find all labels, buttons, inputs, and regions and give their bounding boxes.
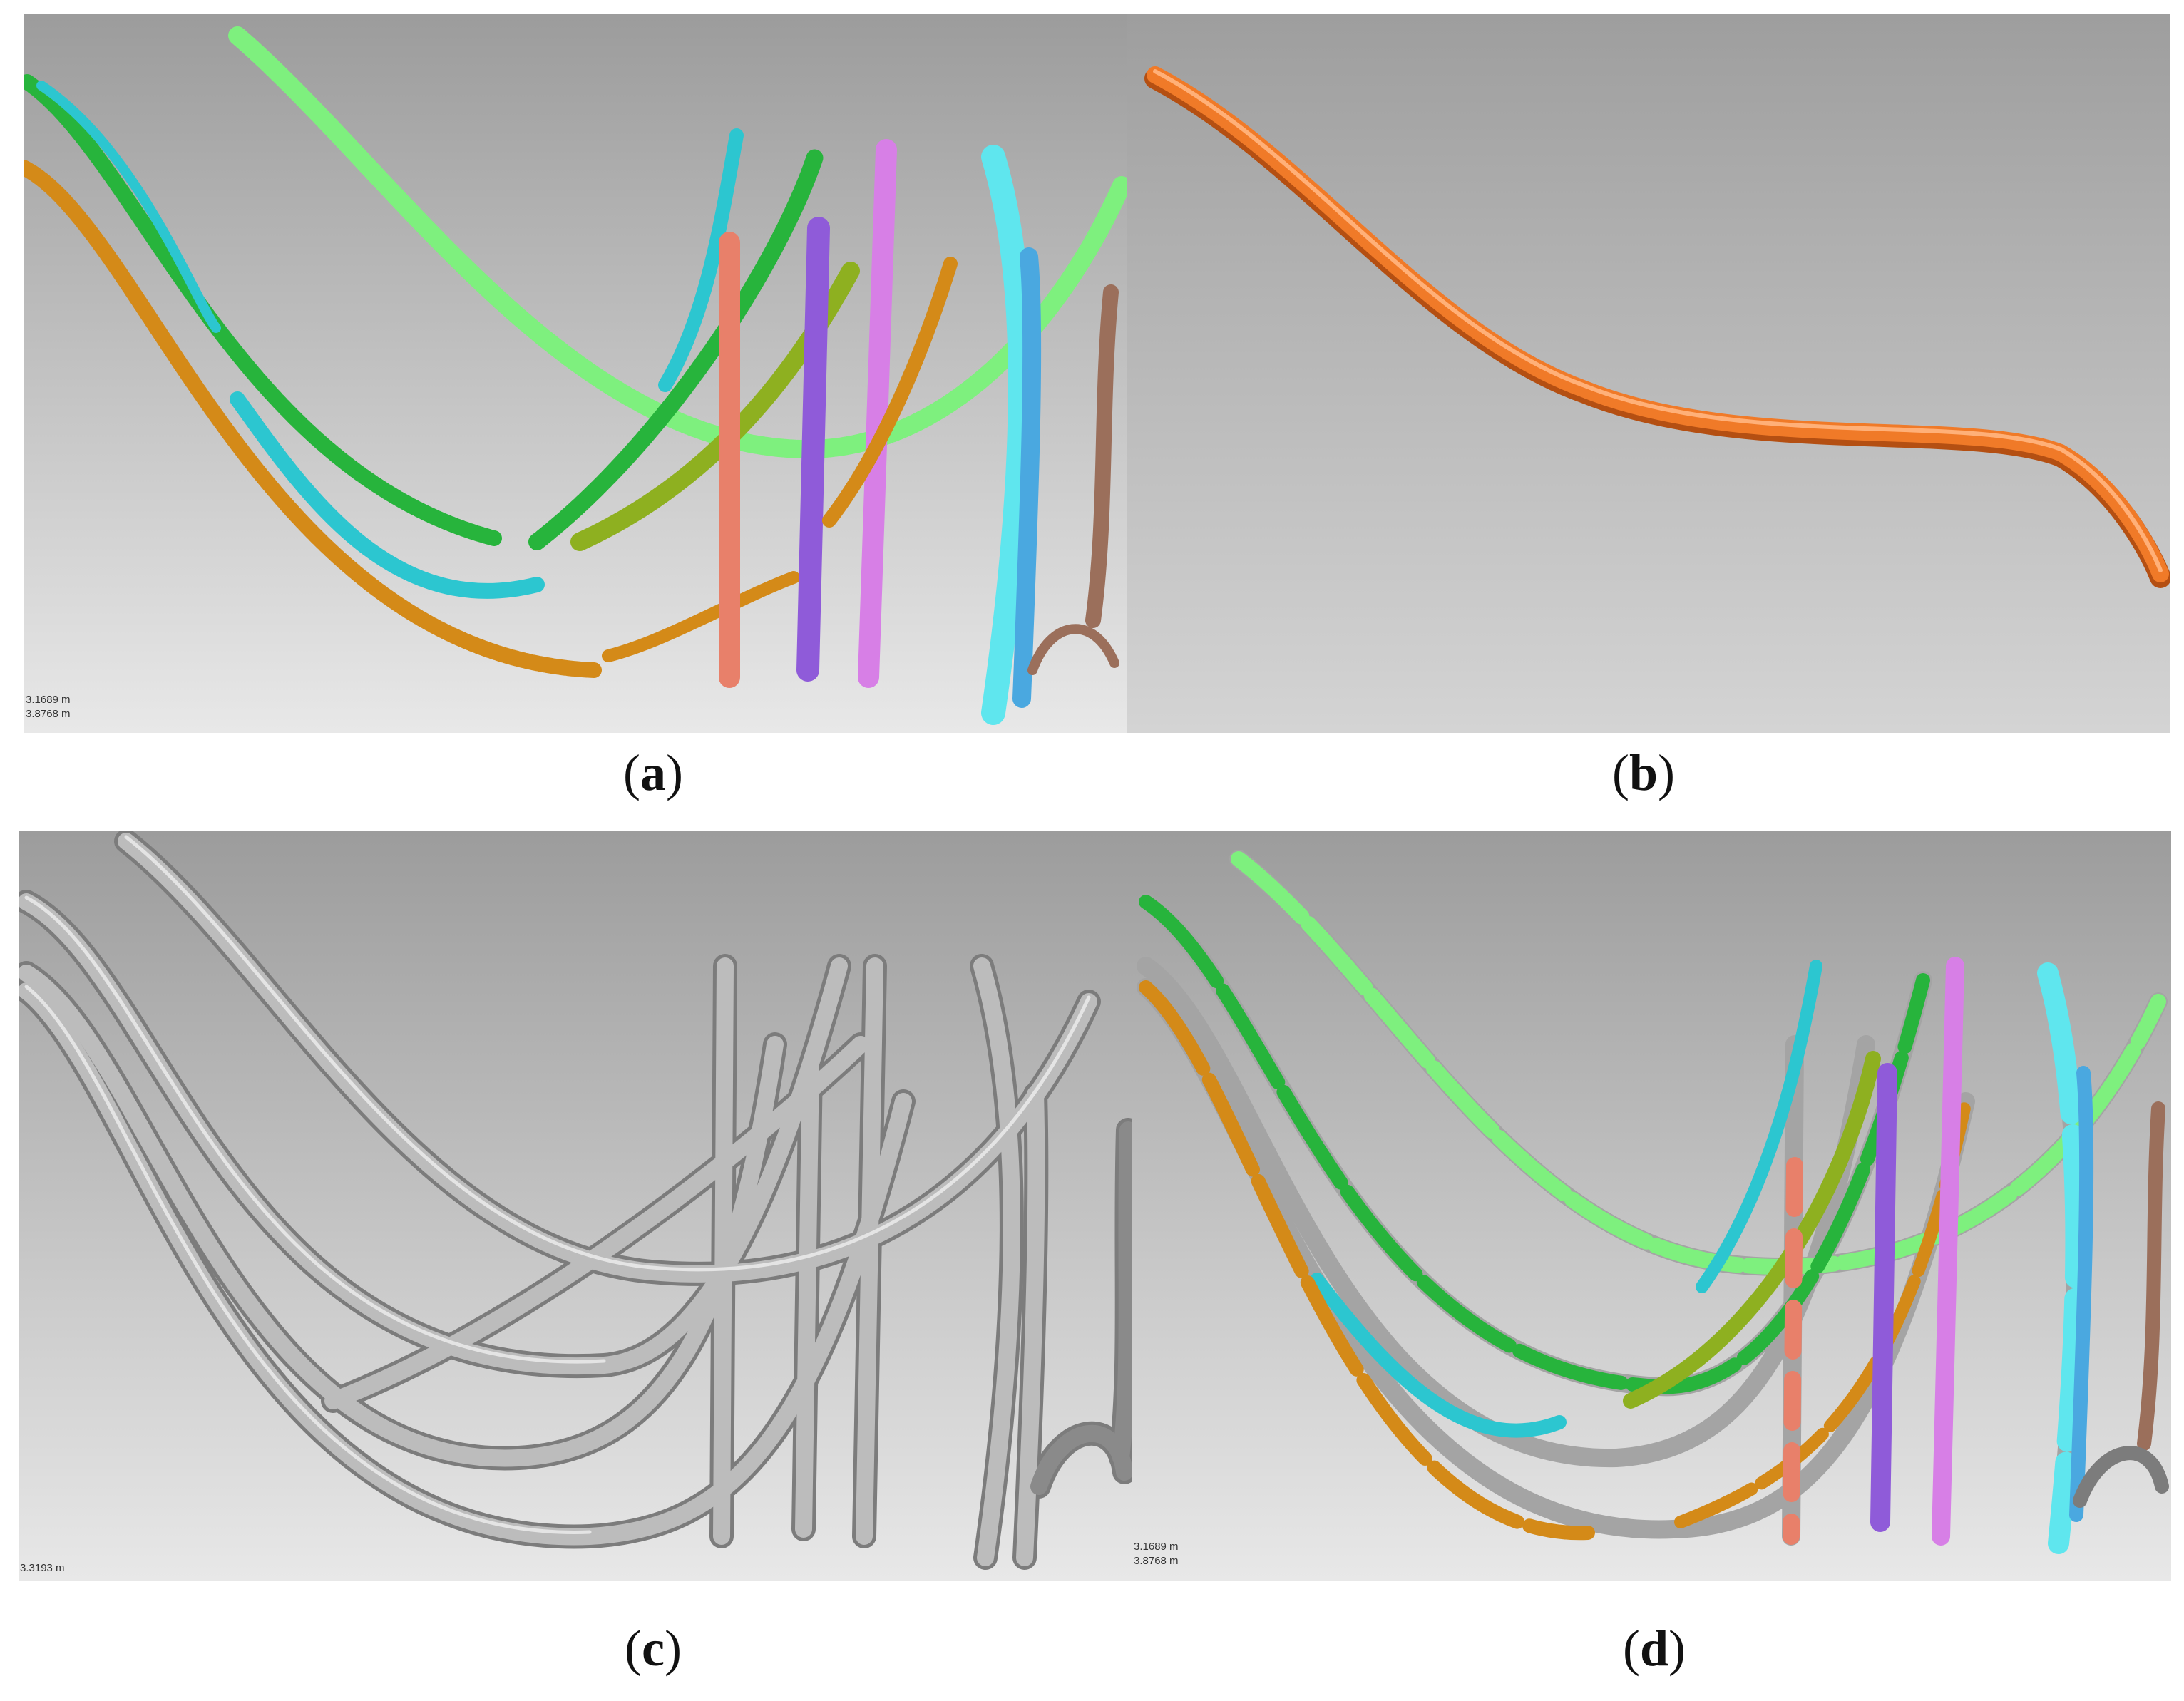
grey-vertical-1	[713, 957, 734, 1545]
panel-c-fitted-pipes	[19, 831, 1132, 1581]
caption-a: (a)	[623, 744, 683, 801]
grey-vertical-3	[856, 957, 883, 1545]
cloud-green-rising	[528, 148, 824, 550]
cloud-purple	[796, 217, 830, 682]
caption-d: (d)	[1622, 1620, 1686, 1677]
scale-readout-a: 3.1689 m 3.8768 m	[26, 693, 71, 722]
panel-b-single-pipe	[1127, 14, 2170, 733]
caption-c-label: c	[642, 1620, 665, 1677]
grey-pipe-5	[324, 1036, 869, 1409]
scale-d-2: 3.8768 m	[1134, 1555, 1179, 1568]
orange-pipe	[1147, 66, 2169, 582]
cloud-amber-lower-right	[602, 571, 800, 662]
caption-d-label: d	[1639, 1620, 1669, 1677]
caption-a-label: a	[640, 744, 666, 801]
panel-b-scene	[1127, 14, 2170, 733]
grey-pipe-4-highlight	[24, 985, 592, 1534]
cloud-brown	[1085, 284, 1119, 628]
overlay-salmon	[1783, 1157, 1803, 1545]
overlay-cyan	[1310, 1273, 1567, 1438]
cloud-cyan-left	[36, 81, 221, 333]
grey-vertical-2	[795, 1057, 819, 1538]
cloud-pink	[858, 139, 897, 688]
panel-d-overlay	[1132, 831, 2171, 1581]
panel-a-scene	[24, 14, 1127, 733]
overlay-light-green	[1231, 851, 2166, 1275]
grey-pipe-1	[118, 833, 1097, 1283]
grey-vertical-5	[1016, 1086, 1045, 1566]
cloud-light-cyan	[981, 145, 1032, 725]
cloud-brown-hook	[1027, 624, 1119, 675]
scale-c-1: 3.3193 m	[20, 1562, 65, 1574]
overlay-green	[1139, 895, 1930, 1394]
cloud-olive	[570, 262, 860, 551]
grey-vertical-4	[973, 957, 1020, 1566]
caption-b-label: b	[1629, 744, 1658, 801]
cloud-amber-left	[24, 160, 602, 678]
overlay-amber	[1139, 980, 1595, 1541]
grey-pipe-2-highlight	[24, 895, 606, 1364]
orange-pipe-highlight	[1153, 69, 2163, 572]
grey-pipe-1-highlight	[124, 835, 1091, 1272]
caption-c: (c)	[625, 1620, 682, 1677]
overlay-light-cyan	[2037, 962, 2087, 1554]
scale-a-1: 3.1689 m	[26, 694, 71, 706]
cloud-amber-right	[822, 257, 958, 528]
cloud-cyan-rising	[658, 128, 744, 392]
panel-a-point-cloud	[24, 14, 1127, 733]
panel-c-scene	[19, 831, 1132, 1581]
cloud-cyan-lower	[230, 391, 545, 599]
grey-hook	[1030, 1424, 1132, 1495]
cloud-sky	[1012, 247, 1042, 708]
overlay-brown	[2137, 1101, 2165, 1451]
grey-vertical-6	[1112, 1121, 1132, 1466]
grey-pipe-2	[19, 893, 848, 1375]
panel-d-scene	[1132, 831, 2171, 1581]
overlay-amber-right	[1674, 1095, 1972, 1528]
scale-d-1: 3.1689 m	[1134, 1541, 1179, 1553]
overlay-hook	[2073, 1446, 2169, 1508]
scale-readout-d: 3.1689 m 3.8768 m	[1134, 1540, 1179, 1569]
overlay-sky	[2069, 1066, 2094, 1522]
overlay-pink	[1932, 957, 1964, 1546]
overlay-cyan-rising	[1696, 960, 1822, 1293]
scale-readout-c: 3.3193 m	[20, 1561, 65, 1576]
overlay-purple	[1870, 1063, 1897, 1532]
caption-b: (b)	[1611, 744, 1675, 801]
scale-a-2: 3.8768 m	[26, 708, 71, 721]
